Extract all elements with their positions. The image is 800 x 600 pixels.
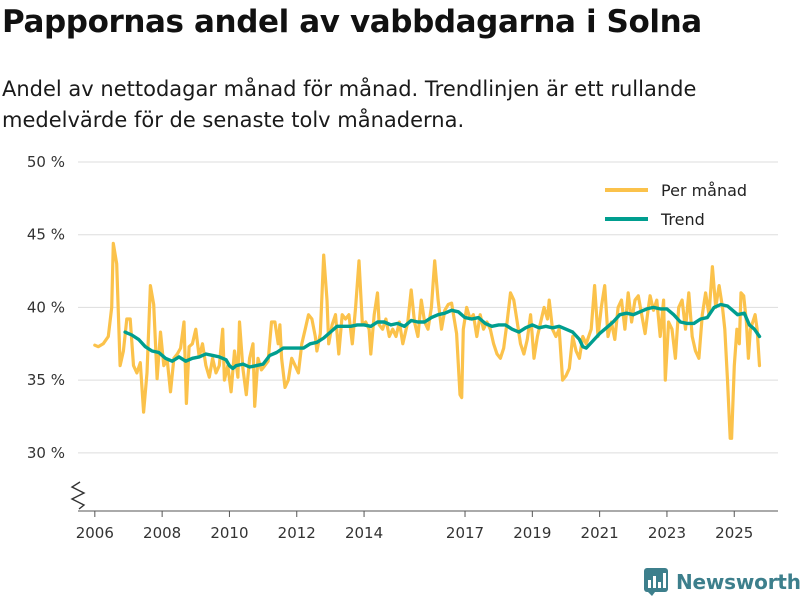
series-line-per-manad — [93, 241, 762, 440]
legend-label: Per månad — [661, 181, 747, 200]
y-tick-label: 30 % — [27, 444, 65, 462]
chart-subtitle: Andel av nettodagar månad för månad. Tre… — [2, 77, 697, 132]
series-layer — [93, 241, 762, 440]
legend-label: Trend — [660, 210, 705, 229]
y-tick-label: 50 % — [27, 153, 65, 171]
x-tick-label: 2014 — [345, 524, 383, 542]
legend[interactable]: Per månad Trend — [605, 181, 747, 229]
x-tick-label: 2021 — [581, 524, 619, 542]
x-axis: 2006 2008 2010 2012 2014 2017 2019 2021 2023 2025 — [76, 510, 778, 542]
x-tick-label: 2006 — [76, 524, 114, 542]
x-tick-label: 2008 — [143, 524, 181, 542]
grid-lines — [78, 161, 778, 454]
x-tick-label: 2025 — [715, 524, 753, 542]
y-axis: 50 % 45 % 40 % 35 % 30 % — [27, 153, 86, 510]
x-tick-label: 2010 — [210, 524, 248, 542]
y-tick-label: 45 % — [27, 226, 65, 244]
chart-title: Pappornas andel av vabbdagarna i Solna — [2, 4, 702, 40]
y-tick-label: 35 % — [27, 371, 65, 389]
x-tick-label: 2023 — [648, 524, 686, 542]
brand[interactable]: Newsworthy — [644, 568, 800, 596]
newsworthy-logo-icon — [644, 568, 668, 596]
axis-break-icon — [70, 481, 86, 510]
series-line-trend — [123, 302, 762, 371]
x-tick-label: 2012 — [278, 524, 316, 542]
brand-name: Newsworthy — [676, 570, 800, 594]
x-tick-label: 2017 — [446, 524, 484, 542]
x-tick-label: 2019 — [513, 524, 551, 542]
y-tick-label: 40 % — [27, 298, 65, 316]
